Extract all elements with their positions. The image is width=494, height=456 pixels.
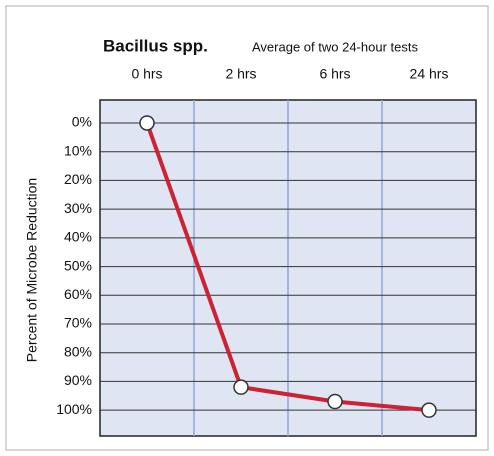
y-tick-label: 50% — [64, 257, 92, 273]
y-tick-label: 10% — [64, 142, 92, 158]
data-point — [139, 115, 155, 131]
data-point — [233, 379, 249, 395]
series-line — [145, 122, 430, 413]
y-tick-label: 100% — [56, 401, 92, 417]
y-tick-label: 0% — [72, 114, 92, 130]
y-tick-label: 30% — [64, 200, 92, 216]
x-tick-label: 24 hrs — [410, 66, 449, 82]
x-tick-label: 6 hrs — [319, 66, 350, 82]
chart-title: Bacillus spp. — [103, 36, 208, 55]
data-point — [421, 402, 437, 418]
y-tick-label: 60% — [64, 286, 92, 302]
x-tick-label: 0 hrs — [131, 66, 162, 82]
y-tick-label: 40% — [64, 229, 92, 245]
x-tick-label: 2 hrs — [225, 66, 256, 82]
y-tick-label: 90% — [64, 372, 92, 388]
data-point — [327, 393, 343, 410]
y-tick-label: 80% — [64, 343, 92, 359]
chart-subtitle: Average of two 24-hour tests — [252, 39, 418, 54]
y-axis-label: Percent of Microbe Reduction — [24, 178, 40, 362]
y-tick-label: 70% — [64, 315, 92, 331]
y-tick-label: 20% — [64, 171, 92, 187]
